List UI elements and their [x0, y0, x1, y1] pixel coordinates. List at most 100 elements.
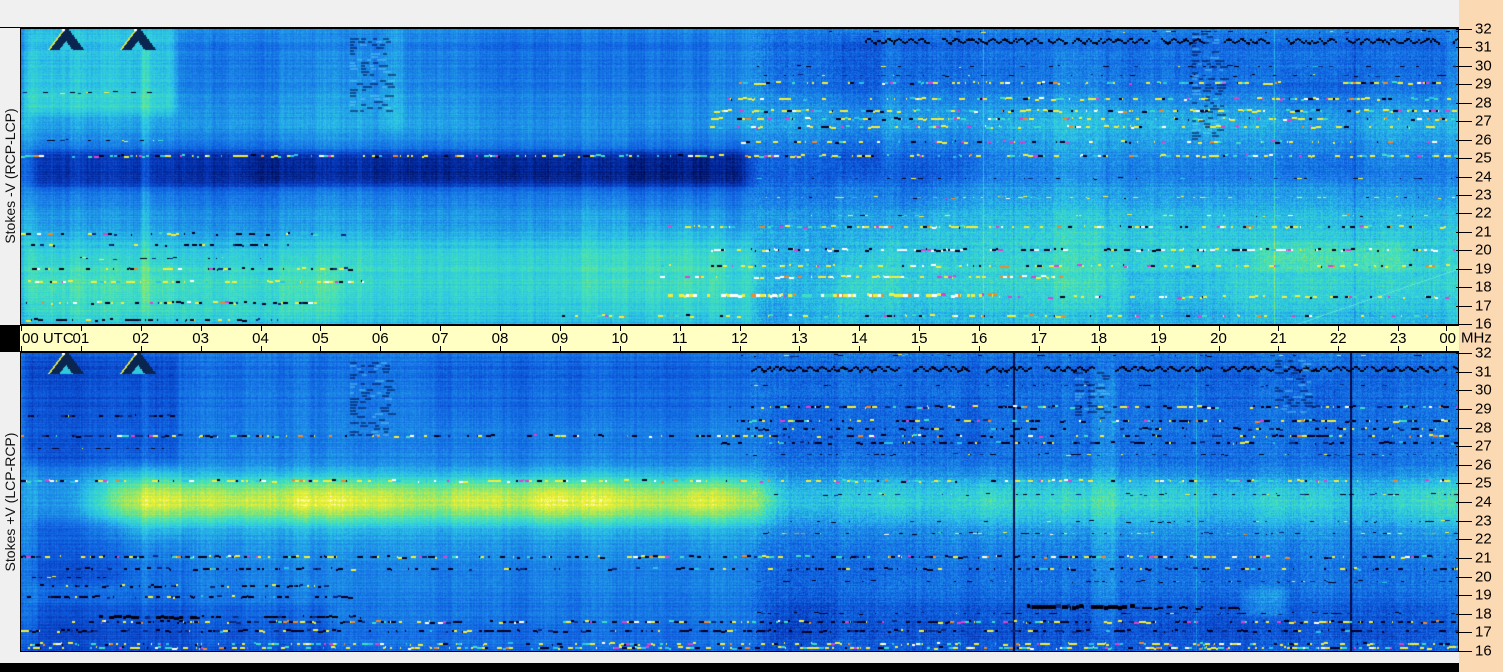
time-tick: [380, 346, 382, 351]
freq-label: 17: [1475, 297, 1492, 315]
time-tick: [320, 346, 322, 351]
freq-tick: [1456, 465, 1472, 466]
freq-tick: [1456, 324, 1472, 325]
time-tick: [320, 326, 322, 331]
freq-label: 23: [1475, 186, 1492, 204]
freq-label: 22: [1475, 204, 1492, 222]
time-tick: [200, 346, 202, 351]
freq-tick: [1456, 446, 1472, 447]
footer-strip: [0, 652, 1459, 663]
freq-label: 23: [1475, 512, 1492, 530]
time-tick: [1038, 346, 1040, 351]
freq-tick: [1456, 213, 1472, 214]
time-tick: [559, 326, 561, 331]
time-tick: [21, 326, 22, 331]
freq-label: 19: [1475, 586, 1492, 604]
time-tick: [799, 346, 801, 351]
freq-tick: [1456, 577, 1472, 578]
time-tick: [919, 326, 921, 331]
time-label: 13: [791, 330, 808, 347]
freq-tick: [1456, 595, 1472, 596]
time-label: 12: [731, 330, 748, 347]
freq-label: 25: [1475, 474, 1492, 492]
freq-label: 29: [1475, 75, 1492, 93]
time-tick: [979, 346, 980, 351]
time-tick: [1038, 326, 1040, 331]
time-label: 02: [132, 330, 150, 347]
time-tick: [619, 346, 621, 351]
freq-label: 16: [1475, 642, 1492, 660]
time-tick: [80, 346, 82, 351]
time-tick: [80, 326, 82, 331]
freq-label: 19: [1475, 260, 1492, 278]
time-tick: [1398, 326, 1400, 331]
title-bar: AJ4CO Observatory 03 Mar 2023 - DPS on T…: [0, 0, 1459, 49]
freq-label: 31: [1475, 363, 1492, 381]
freq-label: 32: [1475, 20, 1492, 38]
bottom-border: [0, 663, 1459, 672]
freq-tick: [1456, 140, 1472, 141]
freq-tick: [1456, 287, 1472, 288]
freq-label: 30: [1475, 381, 1492, 399]
time-tick: [140, 346, 142, 351]
freq-tick: [1456, 232, 1472, 233]
time-tick: [260, 346, 262, 351]
time-tick: [919, 346, 921, 351]
time-tick: [1098, 326, 1100, 331]
time-label: 04: [252, 330, 269, 347]
freq-label: 20: [1475, 241, 1492, 259]
time-tick: [619, 326, 621, 331]
panel2-ylabel-box: [0, 352, 20, 652]
time-label: 16: [970, 330, 988, 347]
time-tick: [1398, 346, 1400, 351]
freq-label: 18: [1475, 278, 1492, 296]
time-label: 00 UTC: [22, 330, 74, 347]
freq-tick: [1456, 47, 1472, 48]
time-tick: [739, 346, 741, 351]
freq-label: 30: [1475, 57, 1492, 75]
freq-label: 21: [1475, 223, 1492, 241]
freq-tick: [1456, 483, 1472, 484]
panel1-ylabel-box: [0, 28, 20, 325]
time-tick: [1218, 326, 1220, 331]
time-tick: [799, 326, 801, 331]
time-label: 03: [192, 330, 209, 347]
time-tick: [500, 346, 501, 351]
time-tick: [1098, 346, 1100, 351]
time-tick: [140, 326, 142, 331]
time-tick: [200, 326, 202, 331]
freq-label: 27: [1475, 437, 1492, 455]
freq-label: 18: [1475, 605, 1492, 623]
freq-tick: [1456, 250, 1472, 251]
freq-label: 24: [1475, 493, 1492, 511]
time-label: 01: [72, 330, 90, 347]
time-tick: [679, 346, 681, 351]
freq-tick: [1456, 390, 1472, 391]
time-label: 05: [312, 330, 329, 347]
time-tick: [1158, 326, 1160, 331]
freq-label: 32: [1475, 344, 1492, 362]
freq-label: 27: [1475, 112, 1492, 130]
time-tick: [859, 346, 861, 351]
freq-label: 21: [1475, 549, 1492, 567]
freq-tick: [1456, 372, 1472, 373]
time-tick: [559, 346, 561, 351]
freq-tick: [1456, 103, 1472, 104]
freq-label: 28: [1475, 419, 1492, 437]
time-tick: [500, 326, 501, 331]
freq-tick: [1456, 353, 1472, 354]
freq-label: 22: [1475, 530, 1492, 548]
spectrogram-top-canvas: [21, 29, 1458, 324]
spectrogram-panel-bottom: [20, 352, 1459, 652]
time-label: 14: [850, 330, 868, 347]
time-tick: [1278, 326, 1280, 331]
freq-label: 26: [1475, 456, 1492, 474]
time-axis: 00 UTC 01 02 03 04 05 06 07 08 09 10 11 12 13 14 15 16 17…: [20, 325, 1459, 352]
freq-tick: [1456, 651, 1472, 652]
time-label: 21: [1270, 330, 1287, 347]
freq-label: 31: [1475, 38, 1492, 56]
spectrogram-panel-top: [20, 28, 1459, 325]
time-tick: [859, 326, 861, 331]
time-tick: [1446, 326, 1447, 331]
freq-tick: [1456, 158, 1472, 159]
